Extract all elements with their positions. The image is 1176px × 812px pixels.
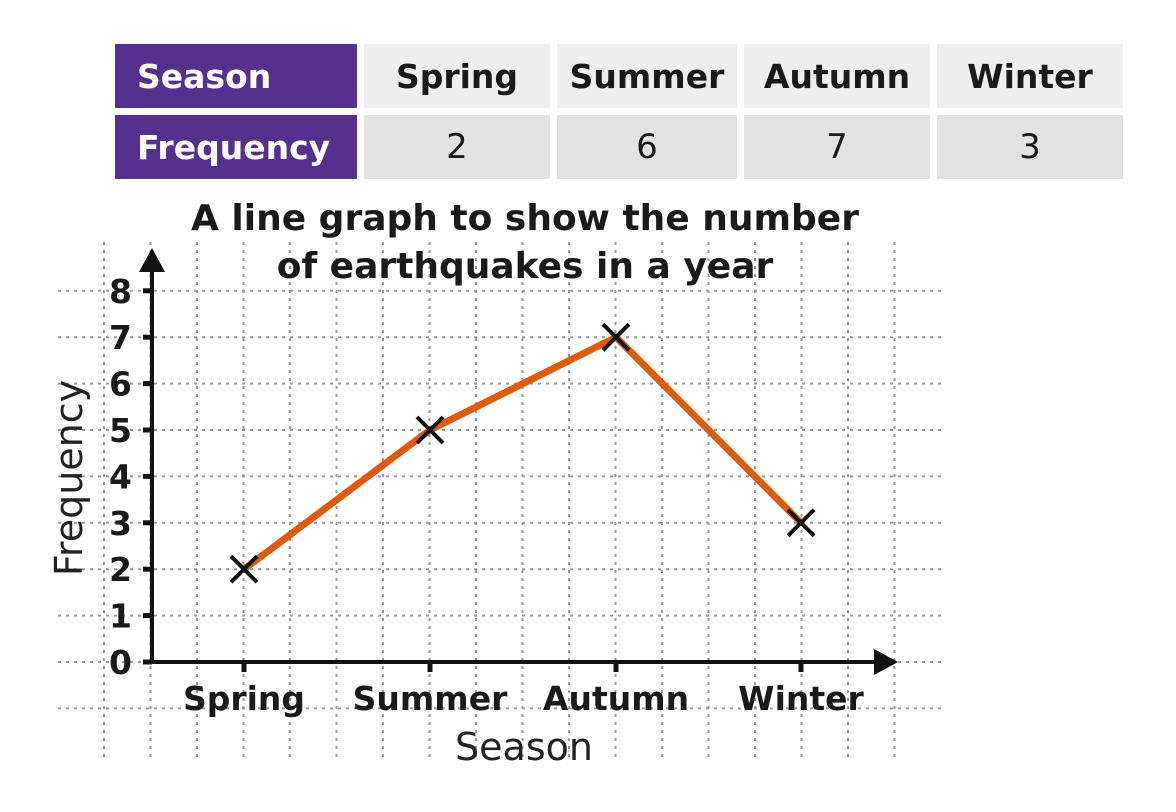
y-tick-label: 3 <box>109 504 132 543</box>
y-tick-label: 7 <box>109 318 132 357</box>
x-marker-icon <box>601 322 631 352</box>
y-axis-label: Frequency <box>47 380 91 576</box>
y-tick-label: 6 <box>109 365 132 404</box>
chart-title-line-2: of earthquakes in a year <box>277 246 774 287</box>
data-markers <box>229 322 816 584</box>
column-header-spring: Spring <box>364 44 550 108</box>
x-axis-label: Season <box>455 725 593 769</box>
y-tick-label: 2 <box>109 550 132 589</box>
y-ticks: 0 1 2 3 4 5 6 7 8 <box>109 272 152 682</box>
row-header-frequency: Frequency <box>115 115 357 179</box>
chart-title-line-1: A line graph to show the number <box>191 198 859 239</box>
y-tick-label: 4 <box>109 457 132 496</box>
frequency-table: Season Spring Summer Autumn Winter Frequ… <box>108 37 1130 186</box>
y-axis-arrow-icon <box>139 248 165 272</box>
x-axis-arrow-icon <box>874 649 898 675</box>
x-tick-label: Spring <box>183 679 305 718</box>
value-summer: 6 <box>557 115 737 179</box>
x-tick-label: Summer <box>353 679 508 718</box>
x-marker-icon <box>786 508 816 538</box>
row-header-season: Season <box>115 44 357 108</box>
y-tick-label: 5 <box>109 411 132 450</box>
y-tick-label: 1 <box>109 597 132 636</box>
column-header-summer: Summer <box>557 44 737 108</box>
y-tick-label: 0 <box>109 643 132 682</box>
column-header-autumn: Autumn <box>744 44 930 108</box>
frequency-row: Frequency 2 6 7 3 <box>115 115 1123 179</box>
series-line <box>241 333 804 573</box>
x-tick-label: Winter <box>738 679 864 718</box>
season-row: Season Spring Summer Autumn Winter <box>115 44 1123 108</box>
x-ticks: Spring Summer Autumn Winter <box>183 662 865 718</box>
x-tick-label: Autumn <box>543 679 689 718</box>
x-marker-icon <box>229 554 259 584</box>
value-autumn: 7 <box>744 115 930 179</box>
value-winter: 3 <box>937 115 1123 179</box>
column-header-winter: Winter <box>937 44 1123 108</box>
y-tick-label: 8 <box>109 272 132 311</box>
x-axis <box>150 649 898 675</box>
y-axis <box>139 248 165 664</box>
value-spring: 2 <box>364 115 550 179</box>
x-marker-icon <box>415 415 445 445</box>
